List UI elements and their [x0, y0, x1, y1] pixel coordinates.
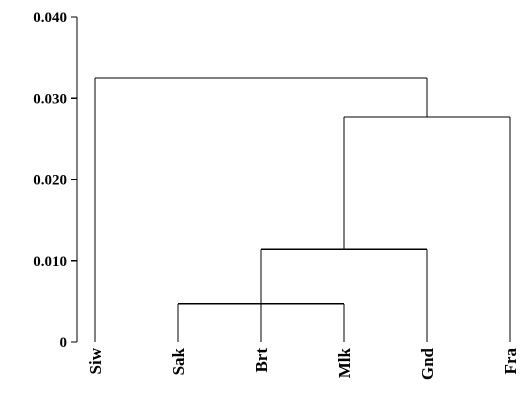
y-tick-label: 0.020: [33, 173, 67, 189]
y-axis: 0 0.010 0.020 0.030 0.040: [33, 10, 78, 351]
y-tick-label: 0: [60, 335, 68, 351]
leaf-label-fra: Fra: [501, 348, 520, 375]
leaf-labels: Siw Sak Brt Mlk Gnd Fra: [86, 347, 520, 380]
y-tick-label: 0.030: [33, 91, 67, 107]
leaf-label-sak: Sak: [169, 347, 188, 375]
leaf-label-gnd: Gnd: [418, 347, 437, 380]
leaf-label-siw: Siw: [86, 347, 105, 374]
y-tick-label: 0.010: [33, 254, 67, 270]
leaf-label-mlk: Mlk: [335, 347, 354, 378]
dendrogram-links: [94, 77, 511, 342]
leaf-label-brt: Brt: [252, 348, 271, 373]
y-tick-label: 0.040: [33, 10, 67, 26]
